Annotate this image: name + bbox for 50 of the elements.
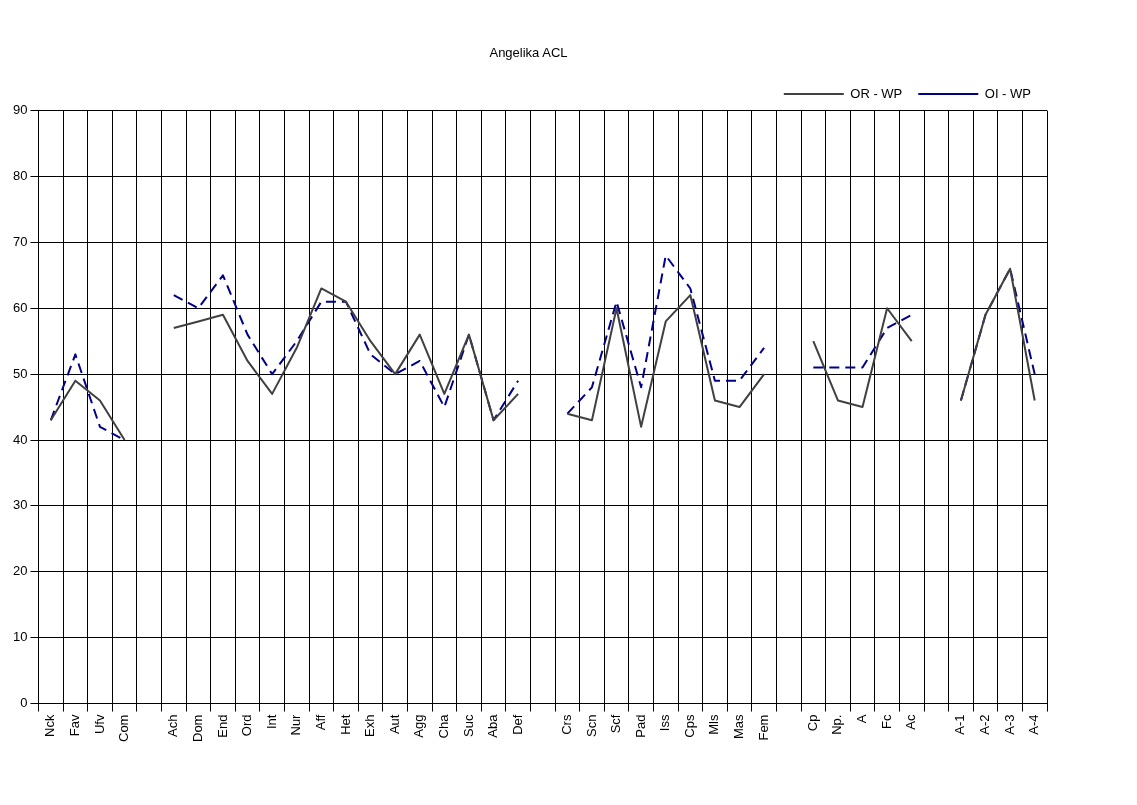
y-tick-label: 50 — [12, 365, 28, 381]
x-tick-label: Aut — [386, 714, 402, 735]
y-tick-label: 90 — [12, 102, 28, 118]
x-tick-label: Mls — [706, 714, 722, 735]
x-tick-label: A-2 — [977, 714, 993, 735]
x-tick-label: Scf — [608, 714, 624, 734]
y-tick-label: 70 — [12, 233, 28, 249]
x-tick-label: Aff — [312, 714, 328, 731]
x-tick-label: A-3 — [1001, 714, 1017, 735]
x-tick-label: Cp — [804, 714, 820, 732]
x-tick-label: End — [214, 714, 230, 738]
y-tick-label: 30 — [12, 497, 28, 513]
legend-label: OR - WP — [850, 85, 903, 101]
x-tick-label: Int — [263, 714, 279, 730]
x-tick-label: Fav — [66, 714, 82, 737]
x-tick-label: Ord — [239, 714, 255, 737]
x-tick-label: A-1 — [952, 714, 968, 735]
y-tick-label: 10 — [12, 629, 28, 645]
x-tick-label: Iss — [657, 714, 673, 732]
y-tick-label: 40 — [12, 431, 28, 447]
y-tick-label: 80 — [12, 168, 28, 184]
x-tick-label: Fem — [755, 714, 771, 741]
x-tick-label: Nur — [288, 713, 304, 736]
x-tick-label: Suc — [460, 714, 476, 737]
y-tick-label: 20 — [12, 563, 28, 579]
x-tick-label: Het — [337, 714, 353, 735]
x-tick-label: Ac — [903, 714, 919, 730]
x-tick-label: Agg — [411, 714, 427, 738]
x-tick-label: A-4 — [1026, 714, 1042, 735]
x-tick-label: A — [854, 714, 870, 724]
y-tick-label: 60 — [12, 299, 28, 315]
x-tick-label: Dom — [189, 714, 205, 743]
x-tick-label: Np. — [829, 714, 845, 735]
x-tick-label: Crs — [558, 714, 574, 735]
x-tick-label: Scn — [583, 714, 599, 737]
x-tick-label: Mas — [731, 714, 747, 740]
x-tick-label: Ach — [165, 714, 181, 737]
x-tick-label: Exh — [362, 714, 378, 737]
x-tick-label: Nck — [42, 714, 58, 737]
chart-title: Angelika ACL — [489, 45, 568, 61]
x-tick-label: Aba — [485, 713, 501, 738]
x-tick-label: Pad — [632, 714, 648, 738]
legend-label: OI - WP — [984, 85, 1031, 101]
y-tick-label: 0 — [20, 695, 28, 711]
x-tick-label: Cps — [681, 714, 697, 738]
x-tick-label: Ufv — [91, 714, 107, 735]
x-tick-label: Com — [116, 714, 132, 743]
x-tick-label: Cha — [435, 713, 451, 739]
x-tick-label: Def — [509, 714, 525, 735]
x-tick-label: Fc — [878, 714, 894, 730]
